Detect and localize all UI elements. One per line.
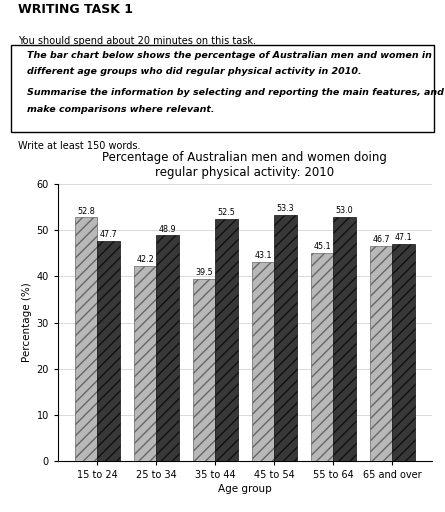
X-axis label: Age group: Age group	[218, 484, 271, 494]
Text: 42.2: 42.2	[136, 255, 154, 265]
Bar	[311, 253, 333, 461]
Text: The bar chart below shows the percentage of Australian men and women in: The bar chart below shows the percentage…	[27, 51, 432, 60]
Bar	[156, 236, 179, 461]
FancyBboxPatch shape	[11, 45, 434, 132]
Text: 39.5: 39.5	[195, 268, 213, 277]
Bar	[75, 218, 97, 461]
Text: 53.0: 53.0	[336, 206, 353, 215]
Text: 46.7: 46.7	[372, 235, 390, 244]
Text: 52.8: 52.8	[77, 207, 95, 216]
Bar	[252, 262, 274, 461]
Text: 48.9: 48.9	[159, 225, 176, 233]
Bar	[134, 266, 156, 461]
Bar	[97, 241, 120, 461]
Bar	[215, 219, 238, 461]
Bar	[392, 244, 415, 461]
Bar	[274, 215, 297, 461]
Bar	[333, 217, 356, 461]
Text: 52.5: 52.5	[218, 208, 235, 217]
Text: Write at least 150 words.: Write at least 150 words.	[18, 141, 140, 151]
Text: 47.1: 47.1	[395, 233, 412, 242]
Text: make comparisons where relevant.: make comparisons where relevant.	[27, 105, 214, 114]
Text: 43.1: 43.1	[254, 251, 272, 260]
Text: Summarise the information by selecting and reporting the main features, and: Summarise the information by selecting a…	[27, 89, 444, 97]
Text: WRITING TASK 1: WRITING TASK 1	[18, 3, 133, 16]
Bar	[370, 246, 392, 461]
Text: different age groups who did regular physical activity in 2010.: different age groups who did regular phy…	[27, 67, 361, 76]
Text: 53.3: 53.3	[277, 204, 294, 214]
Title: Percentage of Australian men and women doing
regular physical activity: 2010: Percentage of Australian men and women d…	[102, 151, 387, 179]
Text: 45.1: 45.1	[313, 242, 331, 251]
Y-axis label: Percentage (%): Percentage (%)	[22, 283, 32, 362]
Text: You should spend about 20 minutes on this task.: You should spend about 20 minutes on thi…	[18, 36, 256, 46]
Text: 47.7: 47.7	[100, 230, 117, 239]
Bar	[193, 279, 215, 461]
